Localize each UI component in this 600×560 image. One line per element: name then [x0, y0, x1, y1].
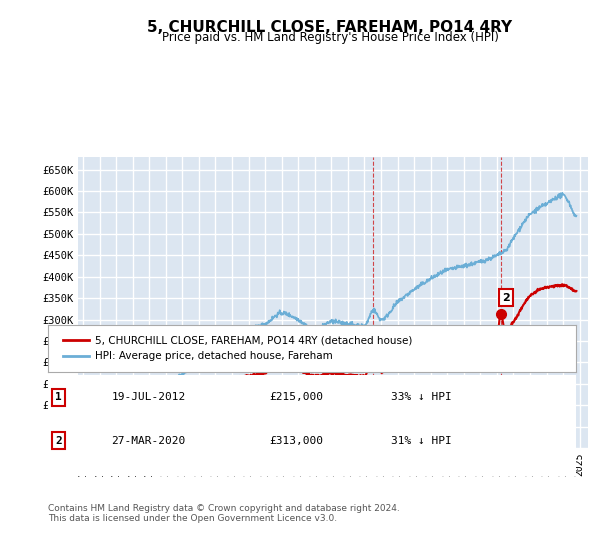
Legend: 5, CHURCHILL CLOSE, FAREHAM, PO14 4RY (detached house), HPI: Average price, deta: 5, CHURCHILL CLOSE, FAREHAM, PO14 4RY (d… [58, 332, 416, 365]
Text: 1: 1 [374, 335, 382, 344]
Text: 1: 1 [55, 393, 62, 403]
Text: Contains HM Land Registry data © Crown copyright and database right 2024.
This d: Contains HM Land Registry data © Crown c… [48, 504, 400, 524]
Text: £215,000: £215,000 [270, 393, 324, 403]
Text: £313,000: £313,000 [270, 436, 324, 446]
Text: Price paid vs. HM Land Registry's House Price Index (HPI): Price paid vs. HM Land Registry's House … [161, 31, 499, 44]
Text: 2: 2 [502, 293, 510, 303]
Text: 31% ↓ HPI: 31% ↓ HPI [391, 436, 452, 446]
Text: 2: 2 [55, 436, 62, 446]
Text: 33% ↓ HPI: 33% ↓ HPI [391, 393, 452, 403]
Text: 5, CHURCHILL CLOSE, FAREHAM, PO14 4RY: 5, CHURCHILL CLOSE, FAREHAM, PO14 4RY [148, 20, 512, 35]
Text: 19-JUL-2012: 19-JUL-2012 [112, 393, 185, 403]
Text: 27-MAR-2020: 27-MAR-2020 [112, 436, 185, 446]
